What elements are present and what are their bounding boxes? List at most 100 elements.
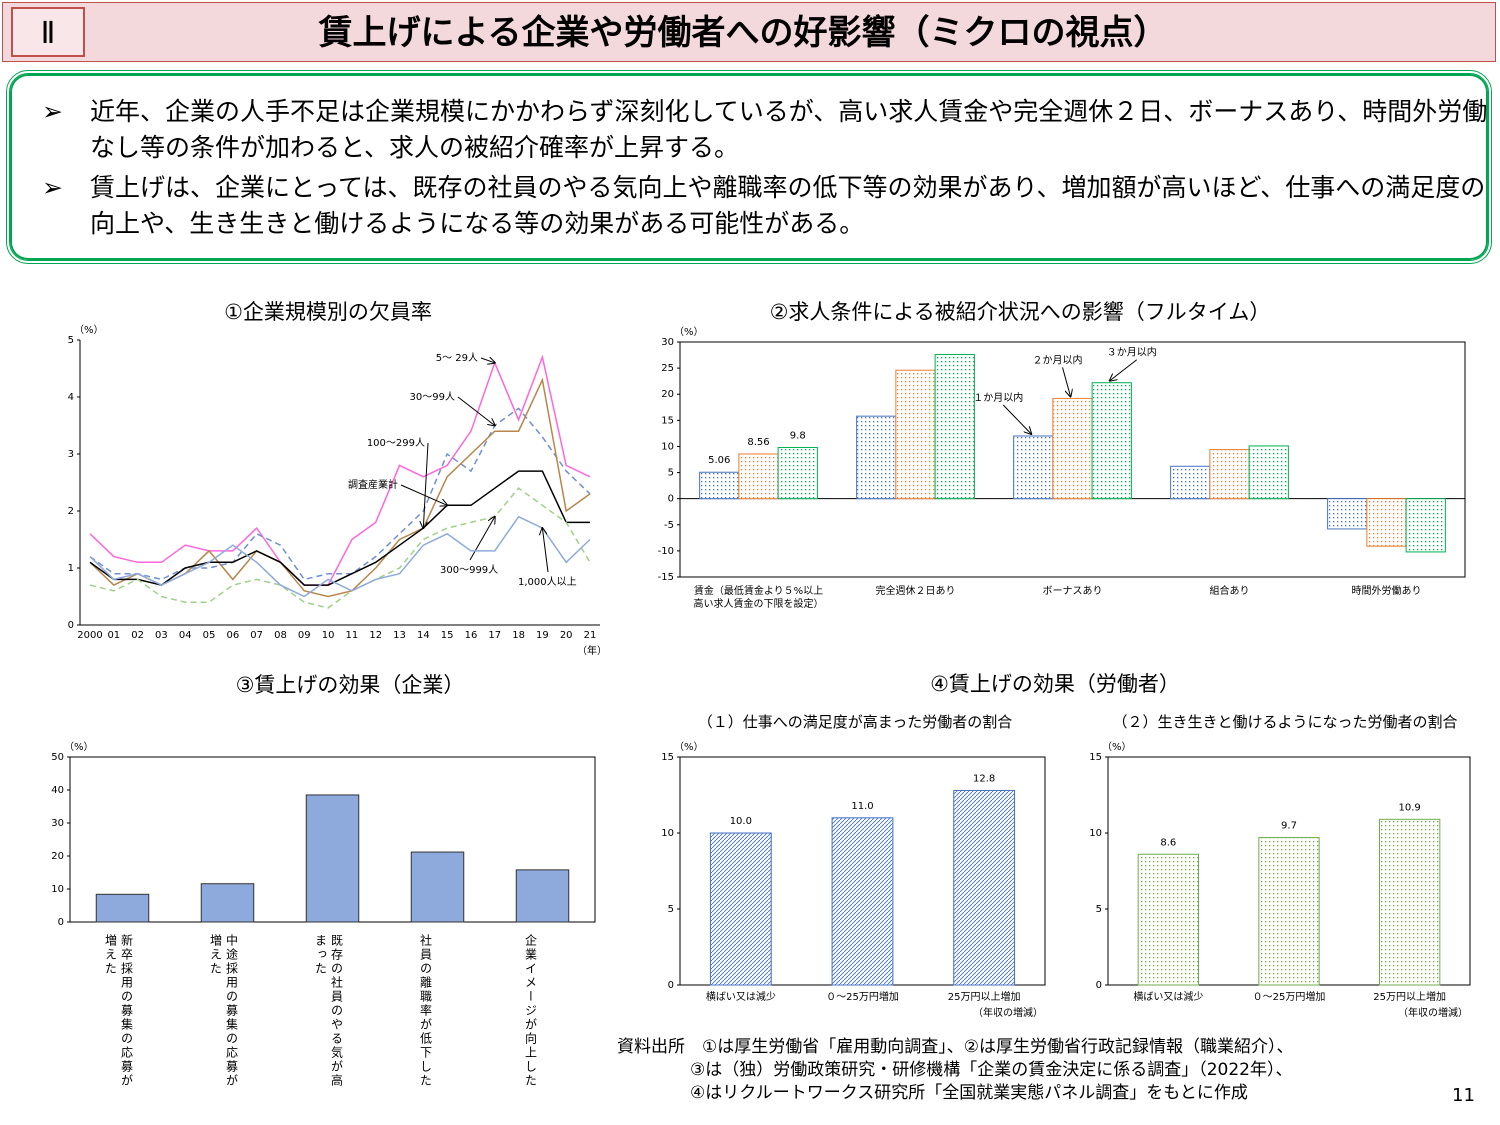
y-tick-label: 10 — [661, 441, 674, 452]
plot-frame — [679, 341, 1466, 578]
line — [89, 487, 591, 609]
x-tick-label: 中途採用の募集の応募が増えた — [208, 934, 239, 1088]
page-title: 賃上げによる企業や労働者への好影響（ミクロの視点） — [318, 13, 1168, 53]
value-label: 11.0 — [851, 801, 873, 812]
x-tick-label: 18 — [512, 630, 525, 641]
line — [89, 407, 591, 581]
x-axis-label: （年） — [577, 644, 607, 657]
x-tick-label: 10 — [322, 630, 335, 641]
value-label: 9.8 — [790, 430, 806, 441]
pointer — [1110, 359, 1138, 381]
y-tick-label: 10 — [661, 828, 674, 839]
y-tick-label: 15 — [661, 415, 674, 426]
y-tick-label: 30 — [661, 337, 674, 348]
bar — [1137, 853, 1199, 986]
section-title: ④賃上げの効果（労働者） — [930, 672, 1180, 696]
bar — [895, 369, 936, 500]
y-tick-label: 20 — [661, 389, 674, 400]
pointer — [1062, 367, 1071, 396]
y-tick-label: 5 — [668, 468, 674, 479]
bar — [95, 893, 150, 923]
x-tick-label: ０〜25万円増加 — [1253, 990, 1326, 1003]
bar — [410, 851, 465, 923]
source-line: 資料出所 ①は厚生労働省「雇用動向調査」、②は厚生労働省行政記録情報（職業紹介）… — [617, 1037, 1294, 1057]
x-tick-label: 02 — [131, 630, 144, 641]
line — [89, 354, 591, 586]
y-tick-label: 10 — [1089, 828, 1102, 839]
header: Ⅱ 賃上げによる企業や労働者への好影響（ミクロの視点） — [2, 2, 1496, 62]
pointer — [1002, 404, 1031, 434]
y-tick-label: -10 — [658, 546, 674, 557]
x-tick-label: 時間外労働あり — [1351, 586, 1422, 597]
chart-title: ③賃上げの効果（企業） — [235, 673, 465, 697]
bar — [831, 817, 894, 986]
y-tick-label: 50 — [51, 752, 64, 763]
y-axis-label: （%） — [1102, 741, 1132, 753]
x-tick-label: 組合あり — [1209, 586, 1250, 597]
y-tick-label: 2 — [68, 506, 74, 517]
y-tick-label: 5 — [1096, 904, 1102, 915]
y-axis-label: （%） — [674, 741, 704, 753]
y-tick-label: -15 — [658, 572, 674, 583]
x-tick-label: 09 — [298, 630, 311, 641]
x-tick-label: 横ばい又は減少 — [706, 990, 776, 1003]
x-axis-label: （年収の増減） — [1398, 1006, 1468, 1019]
bar — [1052, 397, 1093, 500]
bullet: 賃上げは、企業にとっては、既存の社員のやる気向上や離職率の低下等の効果があり、増… — [42, 170, 1490, 242]
value-label: 9.7 — [1281, 821, 1297, 832]
y-tick-label: 5 — [668, 904, 674, 915]
x-axis-label: （年収の増減） — [973, 1006, 1043, 1019]
y-tick-label: 0 — [1096, 980, 1102, 991]
x-tick-label: 13 — [393, 630, 406, 641]
x-tick-label: 企業イメージが向上した — [523, 934, 538, 1088]
pointer — [457, 396, 495, 426]
source-line: ④はリクルートワークス研究所「全国就業実態パネル調査」をもとに作成 — [690, 1083, 1248, 1103]
x-tick-label: 12 — [369, 630, 382, 641]
y-tick-label: 0 — [668, 494, 674, 505]
chart-title: （１）仕事への満足度が高まった労働者の割合 — [697, 713, 1013, 731]
x-tick-label: 既存の社員のやる気が高まった — [313, 934, 344, 1088]
x-tick-label: 新卒採用の募集の応募が増えた — [103, 934, 134, 1088]
y-tick-label: 3 — [68, 449, 74, 460]
bar — [1258, 837, 1320, 986]
bar — [1170, 465, 1211, 500]
x-tick-label: 15 — [441, 630, 454, 641]
value-label: 8.6 — [1160, 837, 1176, 848]
bar — [856, 415, 897, 500]
x-tick-label: 03 — [155, 630, 168, 641]
y-axis-label: （%） — [674, 326, 704, 338]
series-label: 100〜299人 — [367, 437, 425, 449]
value-label: 5.06 — [708, 455, 730, 466]
bar — [699, 471, 740, 500]
y-tick-label: 5 — [68, 335, 74, 346]
chart-title: ①企業規模別の欠員率 — [224, 300, 432, 324]
bar — [1091, 382, 1132, 500]
y-tick-label: 40 — [51, 785, 64, 796]
x-tick-label: 11 — [346, 630, 359, 641]
y-tick-label: 30 — [51, 818, 64, 829]
y-tick-label: 1 — [68, 563, 74, 574]
page-number: 11 — [1452, 1085, 1475, 1106]
x-tick-label: ボーナスあり — [1042, 586, 1103, 597]
line — [89, 470, 590, 586]
series-label: １か月以内 — [973, 391, 1023, 404]
series-label: 300〜999人 — [440, 564, 498, 576]
section-number: Ⅱ — [11, 7, 85, 57]
bar — [1405, 498, 1446, 553]
x-tick-label: 横ばい又は減少 — [1133, 990, 1203, 1003]
y-tick-label: 25 — [661, 363, 674, 374]
value-label: 8.56 — [747, 437, 769, 448]
x-tick-label: 19 — [536, 630, 549, 641]
x-tick-label: 20 — [560, 630, 573, 641]
pointer — [423, 442, 429, 528]
y-tick-label: 0 — [68, 620, 74, 631]
value-label: 10.0 — [730, 816, 752, 827]
x-tick-label: 社員の離職率が低下した — [418, 934, 433, 1088]
series-label: ３か月以内 — [1107, 346, 1157, 359]
bar — [738, 453, 779, 500]
x-tick-label: 04 — [179, 630, 192, 641]
source-line: ③は（独）労働政策研究・研修機構「企業の賃金決定に係る調査」（2022年）、 — [690, 1060, 1293, 1080]
x-tick-label: 16 — [465, 630, 478, 641]
pointer — [480, 358, 495, 363]
